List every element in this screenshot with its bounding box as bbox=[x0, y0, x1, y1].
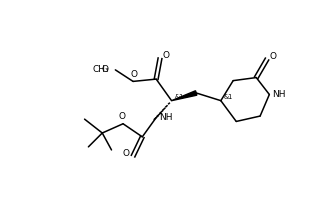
Text: &1: &1 bbox=[224, 94, 233, 100]
Text: O: O bbox=[101, 65, 108, 74]
Text: O: O bbox=[270, 52, 277, 61]
Text: &1: &1 bbox=[175, 94, 184, 100]
Text: O: O bbox=[130, 70, 137, 79]
Text: O: O bbox=[122, 149, 130, 158]
Text: NH: NH bbox=[272, 90, 286, 99]
Text: CH₃: CH₃ bbox=[93, 65, 109, 74]
Polygon shape bbox=[171, 91, 197, 101]
Text: O: O bbox=[118, 112, 125, 121]
Text: NH: NH bbox=[159, 113, 173, 122]
Text: O: O bbox=[163, 51, 170, 60]
